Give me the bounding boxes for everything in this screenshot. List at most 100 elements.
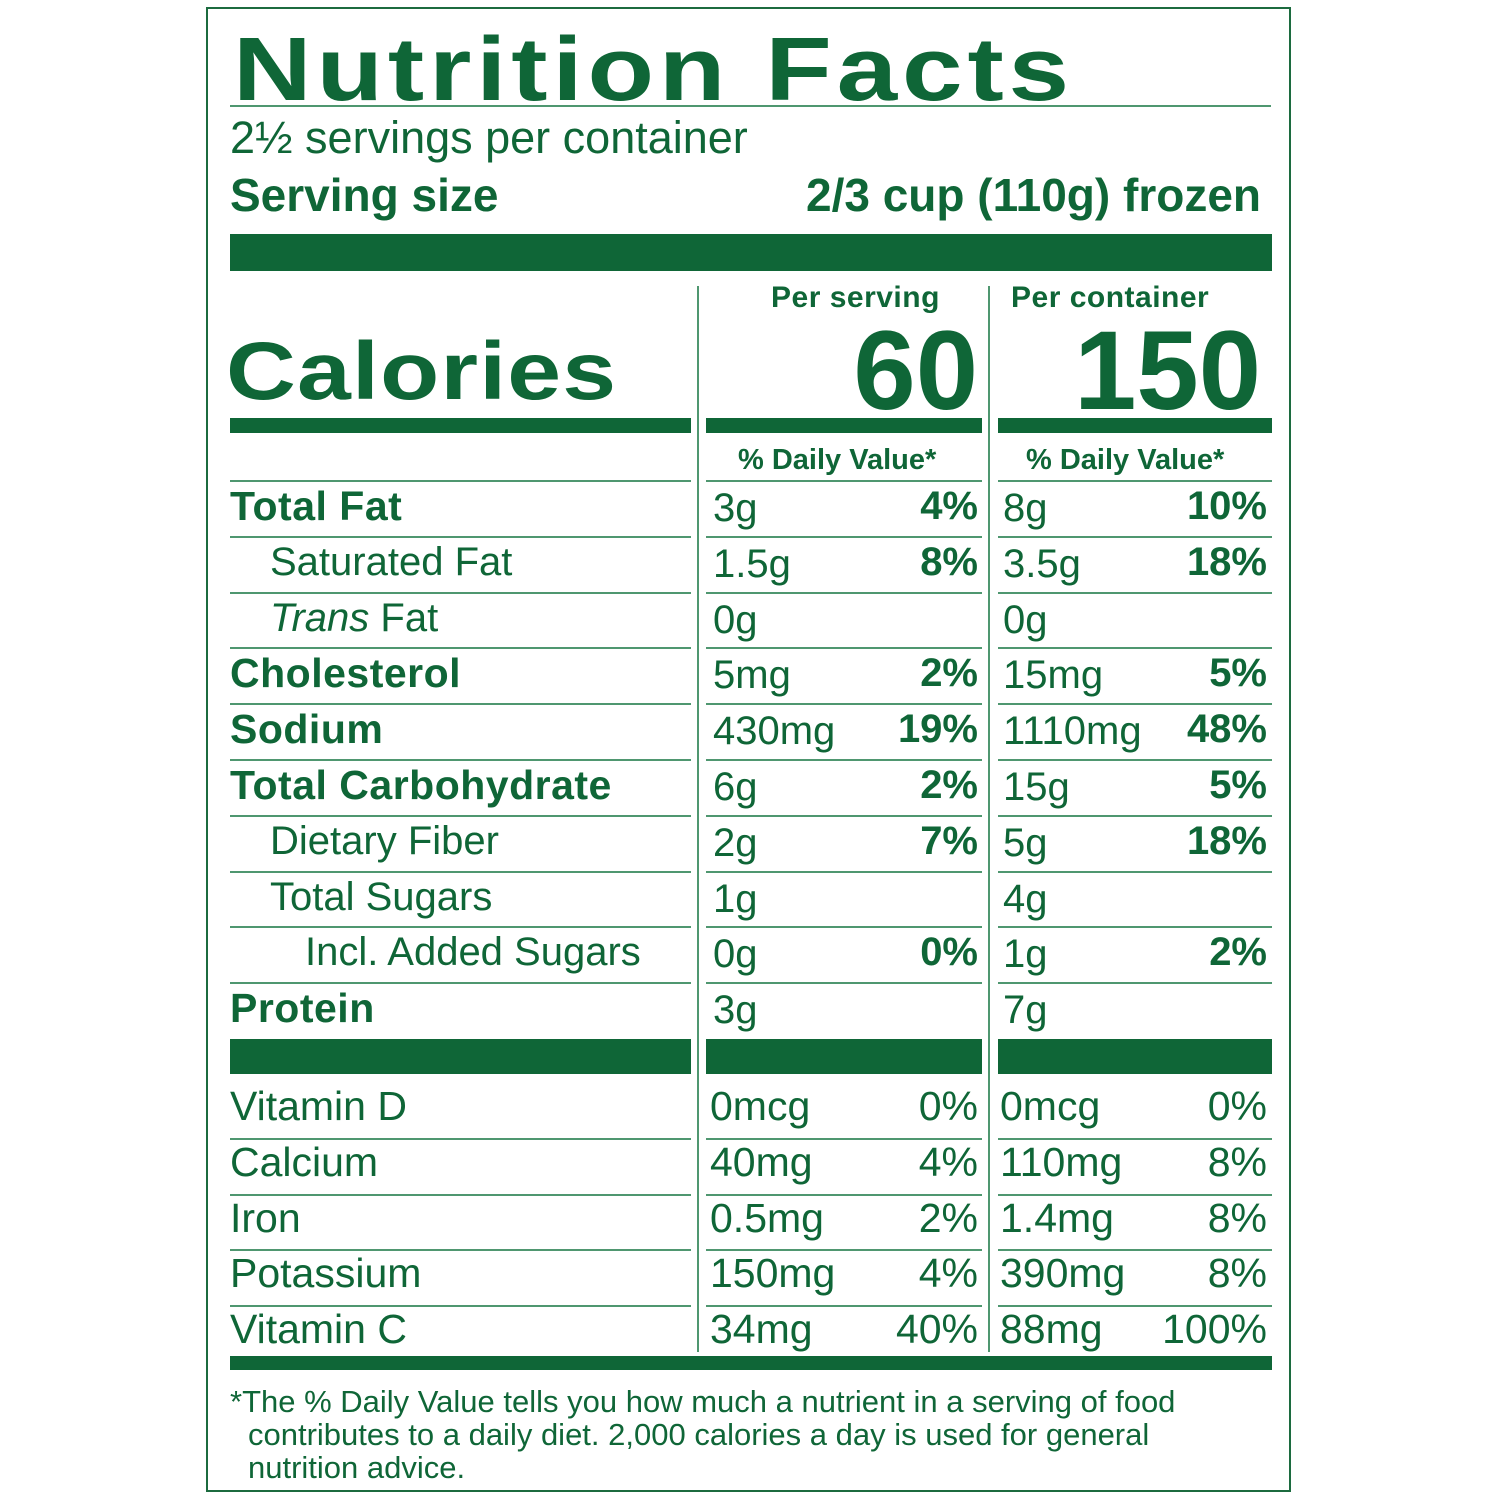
row-divider-right [998, 591, 1272, 594]
vitamin-row: Calcium 40mg 4% 110mg 8% [208, 1140, 1289, 1196]
container-amount: 88mg [1000, 1306, 1103, 1353]
calories-bar-left [230, 418, 691, 433]
daily-value-header-serving: % Daily Value* [738, 444, 937, 476]
vitamin-name: Vitamin D [230, 1083, 407, 1129]
footnote-line-3: nutrition advice. [248, 1450, 466, 1485]
nutrient-row: Cholesterol 5mg 2% 15mg 5% [208, 647, 1289, 703]
serving-daily-value: 7% [920, 818, 978, 863]
container-daily-value: 10% [1186, 484, 1267, 528]
row-divider-left [230, 1305, 691, 1308]
vitamin-name: Vitamin C [230, 1306, 407, 1353]
container-daily-value: 0% [1207, 1083, 1267, 1129]
serving-daily-value: 4% [920, 484, 978, 528]
nutrient-name: Saturated Fat [270, 539, 513, 584]
container-daily-value: 5% [1209, 763, 1267, 807]
per-container-header: Per container [1011, 281, 1210, 314]
container-daily-value: 8% [1207, 1250, 1267, 1297]
row-divider-right [998, 1305, 1272, 1308]
container-daily-value: 8% [1207, 1194, 1267, 1241]
row-divider-middle [706, 870, 982, 873]
row-divider-left [230, 926, 691, 929]
row-divider-middle [706, 591, 982, 594]
serving-daily-value: 0% [918, 1083, 978, 1129]
calories-label: Calories [226, 326, 618, 417]
row-divider-middle [706, 480, 982, 482]
row-divider-middle [706, 1305, 982, 1308]
row-divider-left [230, 814, 691, 817]
container-daily-value: 18% [1186, 539, 1267, 584]
container-amount: 390mg [1000, 1250, 1126, 1297]
row-divider-right [998, 703, 1272, 706]
serving-amount: 40mg [710, 1138, 813, 1185]
serving-daily-value: 2% [920, 651, 978, 696]
container-daily-value: 2% [1209, 930, 1267, 975]
vitamin-row: Potassium 150mg 4% 390mg 8% [208, 1251, 1289, 1307]
thick-divider-vitamins-left [230, 1039, 691, 1074]
serving-daily-value: 4% [918, 1250, 978, 1297]
row-divider-middle [706, 647, 982, 650]
row-divider-left [230, 591, 691, 594]
serving-daily-value: 40% [895, 1306, 978, 1353]
row-divider-right [998, 759, 1272, 761]
vitamin-name: Calcium [230, 1138, 379, 1185]
calories-per-container: 150 [1074, 308, 1261, 433]
serving-amount: 2g [713, 820, 758, 865]
row-divider-left [230, 480, 691, 482]
row-divider-middle [706, 814, 982, 817]
row-divider-right [998, 926, 1272, 929]
row-divider-left [230, 703, 691, 706]
vitamin-row: Vitamin C 34mg 40% 88mg 100% [208, 1307, 1289, 1363]
nutrient-row: Trans Fat 0g 0g [208, 592, 1289, 648]
column-divider-left [697, 286, 699, 1352]
nutrient-row: Total Sugars 1g 4g [208, 871, 1289, 927]
nutrient-name: Cholesterol [230, 650, 462, 697]
nutrient-name-italic: Trans [270, 595, 370, 640]
row-divider-middle [706, 982, 982, 985]
nutrient-row: Incl. Added Sugars 0g 0% 1g 2% [208, 926, 1289, 982]
container-amount: 5g [1003, 820, 1048, 865]
vitamin-name: Potassium [230, 1250, 422, 1297]
container-amount: 4g [1003, 876, 1048, 921]
nutrient-row: Protein 3g 7g [208, 982, 1289, 1038]
serving-amount: 1g [713, 876, 758, 921]
nutrient-name-rest: Fat [369, 595, 439, 640]
serving-amount: 0g [713, 932, 758, 977]
nutrient-name: Protein [230, 985, 375, 1032]
serving-daily-value: 2% [918, 1194, 978, 1241]
nutrient-name: Total Fat [230, 483, 403, 529]
serving-amount: 0g [713, 597, 758, 642]
serving-daily-value: 8% [920, 539, 978, 584]
row-divider-left [230, 647, 691, 650]
thick-divider-bottom [230, 1356, 1272, 1370]
row-divider-right [998, 535, 1272, 538]
row-divider-right [998, 1137, 1272, 1140]
container-amount: 3.5g [1003, 541, 1081, 586]
serving-amount: 1.5g [713, 541, 791, 586]
row-divider-right [998, 982, 1272, 985]
nutrient-name: Total Carbohydrate [230, 762, 612, 808]
container-amount: 0mcg [1000, 1083, 1101, 1129]
nutrient-row: Sodium 430mg 19% 1110mg 48% [208, 703, 1289, 759]
serving-size-value: 2/3 cup (110g) frozen [805, 169, 1261, 221]
nutrient-row: Saturated Fat 1.5g 8% 3.5g 18% [208, 536, 1289, 592]
container-amount: 1.4mg [1000, 1194, 1114, 1241]
serving-daily-value: 4% [918, 1138, 978, 1185]
title-divider [230, 105, 1271, 107]
footnote: *The % Daily Value tells you how much a … [230, 1385, 1270, 1484]
thick-divider-vitamins-middle [706, 1039, 982, 1074]
nutrient-row: Dietary Fiber 2g 7% 5g 18% [208, 815, 1289, 871]
container-amount: 15g [1003, 765, 1070, 809]
row-divider-right [998, 647, 1272, 650]
container-daily-value: 5% [1209, 651, 1267, 696]
row-divider-left [230, 870, 691, 873]
container-daily-value: 8% [1207, 1138, 1267, 1185]
nutrient-name: Total Sugars [270, 874, 493, 919]
servings-per-container: 2½ servings per container [230, 112, 748, 163]
row-divider-right [998, 480, 1272, 482]
row-divider-left [230, 1249, 691, 1252]
row-divider-right [998, 814, 1272, 817]
serving-daily-value: 19% [897, 707, 978, 752]
container-amount: 0g [1003, 597, 1048, 642]
row-divider-left [230, 1193, 691, 1196]
row-divider-right [998, 870, 1272, 873]
